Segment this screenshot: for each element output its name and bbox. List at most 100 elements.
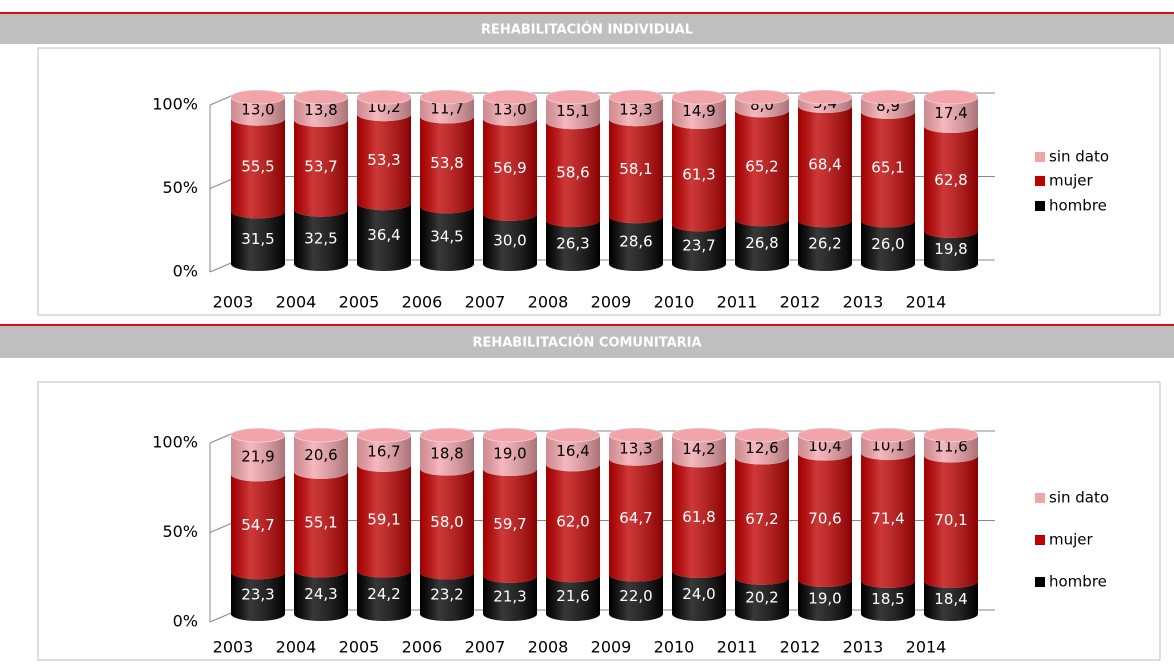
bar-shade [294,120,348,217]
y-tick-label: 50% [162,178,198,197]
bar-cap [482,89,538,105]
data-label: 56,9 [493,159,526,177]
x-tick-label: 2011 [717,638,758,657]
bar-shade [420,435,474,476]
data-label: 26,0 [871,235,904,253]
bar-cap [734,89,790,105]
data-label: 14,2 [682,440,715,458]
bar-shade [924,581,978,621]
bar-shade [735,219,789,271]
bar-cap [293,89,349,105]
data-label: 68,4 [808,156,841,174]
data-label: 20,6 [304,446,337,464]
legend-swatch [1035,176,1045,186]
y-tick-label: 100% [152,433,198,452]
legend-swatch [1035,152,1045,162]
bar-cap [545,89,601,105]
data-label: 26,8 [745,234,778,252]
bar-cap [356,427,412,443]
bar-shade [735,110,789,227]
data-label: 23,2 [430,586,463,604]
bar-shade [609,97,663,127]
data-label: 67,2 [745,510,778,528]
bar-shade [231,118,285,219]
legend-swatch [1035,535,1045,545]
data-label: 24,0 [682,585,715,603]
data-label: 18,8 [430,444,463,462]
bar-shade [735,577,789,621]
header-line [0,324,1174,326]
data-label: 31,5 [241,230,274,248]
header-bar [0,324,1174,358]
data-label: 16,7 [367,442,400,460]
bar-shade [231,474,285,580]
data-label: 21,3 [493,587,526,605]
bar-shade [798,106,852,228]
x-tick-label: 2013 [843,638,884,657]
bar-shade [672,571,726,621]
legend-label: hombre [1049,197,1107,215]
bar-shade [798,435,852,461]
bar-shade [231,435,285,482]
bar-shade [420,468,474,580]
bar-shade [483,575,537,621]
data-label: 65,1 [871,159,904,177]
bar-shade [420,116,474,214]
bar-shade [609,119,663,224]
bar-cap [608,427,664,443]
bar-shade [231,572,285,621]
data-label: 20,2 [745,588,778,606]
bar-shade [861,97,915,119]
data-label: 55,5 [241,158,274,176]
data-label: 11,6 [934,438,967,456]
data-label: 59,7 [493,515,526,533]
bar-shade [483,97,537,126]
x-tick-label: 2013 [843,293,884,312]
bar-cap [419,427,475,443]
header-bar [0,12,1174,44]
bar-cap [797,89,853,105]
x-tick-label: 2012 [780,293,821,312]
legend-label: mujer [1049,172,1094,190]
bar-shade [231,211,285,271]
data-label: 24,3 [304,585,337,603]
data-label: 21,6 [556,587,589,605]
y-tick-label: 0% [173,262,198,281]
bar-cap [608,89,664,105]
x-tick-label: 2014 [906,638,947,657]
bar-shade [231,97,285,126]
bar-shade [357,114,411,211]
data-label: 58,6 [556,164,589,182]
data-label: 14,9 [682,102,715,120]
bar-shade [861,453,915,588]
bar-shade [294,97,348,128]
bar-shade [357,97,411,122]
legend-label: sin dato [1049,489,1109,507]
data-label: 19,0 [808,589,841,607]
bar-shade [735,435,789,465]
data-label: 59,1 [367,510,400,528]
bar-shade [420,572,474,621]
x-tick-label: 2011 [717,293,758,312]
x-tick-label: 2009 [591,293,632,312]
bar-shade [483,213,537,271]
data-label: 36,4 [367,226,400,244]
data-label: 12,6 [745,439,778,457]
data-label: 53,7 [304,157,337,175]
bar-cap [671,427,727,443]
bar-shade [735,97,789,118]
bar-shade [294,570,348,621]
bar-shade [546,97,600,130]
bar-cap [860,427,916,443]
data-label: 26,2 [808,235,841,253]
bar-shade [609,435,663,466]
data-label: 70,1 [934,511,967,529]
bar-shade [672,435,726,468]
x-tick-label: 2008 [528,293,569,312]
x-tick-label: 2004 [276,638,317,657]
bar-shade [861,111,915,228]
data-label: 23,3 [241,586,274,604]
x-tick-label: 2007 [465,638,506,657]
data-label: 13,8 [304,101,337,119]
bar-shade [798,579,852,621]
